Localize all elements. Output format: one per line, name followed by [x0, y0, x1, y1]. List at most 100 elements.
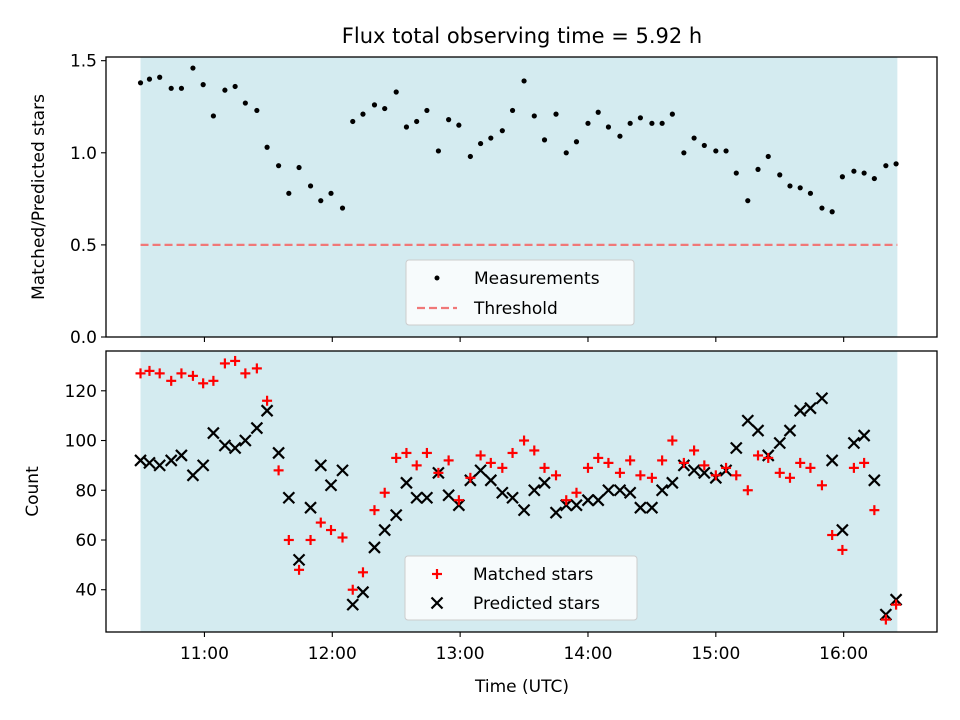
chart-title: Flux total observing time = 5.92 h [342, 24, 702, 48]
matched-point-53 [699, 460, 710, 471]
measurement-point-69 [871, 175, 877, 182]
measurement-point-17 [318, 198, 324, 204]
measurement-point-12 [264, 144, 270, 150]
measurement-point-57 [745, 198, 751, 204]
predicted-point-33 [484, 474, 498, 487]
predicted-point-12 [260, 404, 274, 417]
measurement-point-18 [328, 190, 334, 196]
matched-point-10 [240, 368, 251, 379]
x-axis-label: Time (UTC) [474, 677, 569, 697]
predicted-point-48 [645, 501, 659, 514]
matched-point-7 [208, 375, 219, 386]
x-tick-label-0: 11:00 [180, 644, 229, 664]
x-tick-label-5: 16:00 [819, 644, 868, 664]
measurement-point-66 [839, 174, 845, 180]
measurement-point-46 [627, 120, 633, 126]
matched-point-66 [837, 544, 848, 555]
measurement-point-3 [168, 85, 174, 91]
matched-point-26 [411, 460, 422, 471]
matched-point-19 [337, 532, 348, 543]
measurement-point-16 [307, 183, 314, 189]
measurement-point-37 [531, 113, 537, 119]
matched-point-71 [891, 599, 902, 610]
measurement-point-5 [190, 65, 196, 71]
predicted-point-6 [196, 459, 210, 472]
predicted-point-20 [346, 598, 360, 611]
matched-point-22 [369, 505, 380, 516]
matched-point-32 [475, 450, 486, 461]
matched-point-20 [347, 584, 358, 595]
matched-point-50 [667, 435, 678, 446]
measurement-point-25 [403, 124, 410, 130]
legend-label-matched: Matched stars [473, 565, 593, 585]
matched-point-37 [529, 445, 540, 456]
predicted-point-3 [164, 454, 178, 467]
measurement-point-70 [883, 163, 889, 169]
predicted-point-58 [751, 424, 765, 437]
measurement-point-50 [669, 111, 675, 117]
y-axis-label-top: Matched/Predicted stars [29, 94, 49, 300]
x-tick-label-4: 15:00 [691, 644, 740, 664]
measurement-point-41 [573, 139, 580, 145]
measurement-point-38 [541, 137, 548, 143]
measurement-point-1 [146, 76, 153, 82]
measurement-point-65 [829, 209, 835, 215]
predicted-point-18 [324, 479, 338, 492]
matched-point-11 [251, 363, 262, 374]
matched-point-30 [453, 495, 464, 506]
matched-point-39 [551, 470, 562, 481]
measurement-point-51 [681, 150, 687, 156]
measurement-point-64 [819, 205, 825, 211]
matched-point-17 [315, 517, 326, 528]
predicted-point-13 [272, 446, 285, 460]
matched-point-46 [625, 455, 636, 466]
measurement-point-33 [488, 135, 494, 141]
measurement-point-71 [893, 161, 899, 167]
measurement-point-32 [477, 140, 484, 147]
matched-point-54 [710, 470, 721, 481]
predicted-point-34 [496, 486, 509, 500]
matched-point-65 [827, 530, 838, 541]
predicted-point-66 [836, 523, 849, 537]
predicted-star-points [134, 391, 903, 621]
plot-area-frame [105, 56, 938, 338]
matched-point-49 [657, 455, 668, 466]
matched-point-56 [731, 470, 742, 481]
matched-point-35 [507, 447, 518, 458]
matched-point-8 [219, 358, 230, 369]
measurement-point-60 [777, 172, 783, 178]
y-tick-label-bottom-1: 60 [75, 531, 97, 551]
measurement-point-19 [339, 205, 346, 211]
matched-point-24 [391, 452, 402, 463]
predicted-point-23 [378, 523, 391, 537]
predicted-point-46 [623, 486, 637, 500]
legend-label-threshold: Threshold [473, 299, 558, 319]
predicted-point-50 [666, 476, 679, 490]
legend-box [405, 259, 635, 326]
predicted-point-43 [591, 493, 605, 507]
matched-point-15 [294, 564, 305, 575]
matched-star-points [135, 355, 902, 625]
predicted-point-37 [528, 483, 541, 497]
matched-point-67 [848, 462, 859, 473]
predicted-point-25 [400, 476, 413, 490]
legend-label-predicted: Predicted stars [473, 594, 600, 614]
predicted-point-41 [570, 498, 583, 512]
predicted-point-8 [218, 439, 232, 452]
measurement-point-23 [382, 105, 388, 112]
measurement-point-62 [797, 185, 803, 191]
predicted-point-69 [868, 474, 881, 487]
predicted-point-24 [389, 508, 403, 522]
matched-point-27 [421, 447, 432, 458]
predicted-point-22 [368, 541, 381, 554]
matched-point-68 [859, 457, 870, 468]
predicted-point-10 [239, 434, 252, 447]
measurement-point-56 [733, 170, 739, 176]
predicted-point-60 [773, 436, 787, 450]
matched-point-14 [283, 534, 294, 545]
matched-point-13 [273, 465, 284, 476]
measurement-point-67 [851, 168, 857, 174]
matched-point-44 [603, 457, 614, 468]
matched-point-34 [497, 462, 508, 473]
measurement-point-39 [553, 111, 559, 117]
